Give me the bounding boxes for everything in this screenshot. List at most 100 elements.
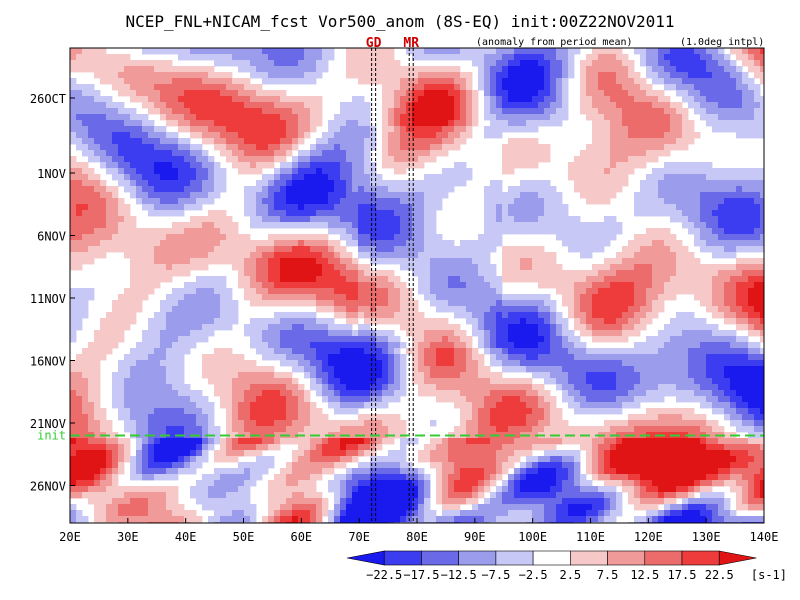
field-cell — [670, 282, 677, 289]
field-cell — [232, 222, 239, 229]
field-cell — [658, 252, 665, 259]
field-cell — [316, 162, 323, 169]
field-cell — [718, 330, 725, 337]
field-cell — [616, 54, 623, 61]
field-cell — [136, 246, 143, 253]
field-cell — [670, 126, 677, 133]
field-cell — [376, 204, 383, 211]
field-cell — [166, 234, 173, 241]
field-cell — [70, 336, 77, 343]
field-cell — [100, 96, 107, 103]
field-cell — [358, 162, 365, 169]
field-cell — [172, 138, 179, 145]
field-cell — [154, 96, 161, 103]
field-cell — [88, 132, 95, 139]
field-cell — [742, 114, 749, 121]
field-cell — [334, 168, 341, 175]
field-cell — [550, 360, 557, 367]
field-cell — [316, 114, 323, 121]
field-cell — [532, 144, 539, 151]
field-cell — [616, 318, 623, 325]
field-cell — [538, 78, 545, 85]
field-cell — [718, 96, 725, 103]
field-cell — [592, 174, 599, 181]
field-cell — [688, 96, 695, 103]
field-cell — [694, 216, 701, 223]
field-cell — [256, 168, 263, 175]
field-cell — [184, 54, 191, 61]
field-cell — [322, 354, 329, 361]
field-cell — [244, 204, 251, 211]
field-cell — [520, 210, 527, 217]
field-cell — [130, 252, 137, 259]
field-cell — [484, 216, 491, 223]
field-cell — [604, 54, 611, 61]
field-cell — [382, 204, 389, 211]
field-cell — [136, 252, 143, 259]
field-cell — [118, 324, 125, 331]
field-cell — [478, 72, 485, 79]
field-cell — [442, 258, 449, 265]
field-cell — [346, 60, 353, 67]
field-cell — [526, 138, 533, 145]
field-cell — [526, 216, 533, 223]
field-cell — [412, 216, 419, 223]
field-cell — [112, 174, 119, 181]
field-cell — [208, 354, 215, 361]
field-cell — [124, 306, 131, 313]
field-cell — [658, 72, 665, 79]
field-cell — [304, 150, 311, 157]
field-cell — [670, 348, 677, 355]
field-cell — [298, 360, 305, 367]
field-cell — [226, 156, 233, 163]
field-cell — [640, 342, 647, 349]
field-cell — [640, 78, 647, 85]
field-cell — [580, 348, 587, 355]
field-cell — [568, 246, 575, 253]
field-cell — [718, 168, 725, 175]
field-cell — [652, 90, 659, 97]
field-cell — [658, 48, 665, 55]
field-cell — [652, 252, 659, 259]
field-cell — [592, 132, 599, 139]
field-cell — [748, 114, 755, 121]
field-cell — [676, 48, 683, 55]
field-cell — [106, 228, 113, 235]
field-cell — [436, 96, 443, 103]
field-cell — [136, 168, 143, 175]
field-cell — [754, 270, 761, 277]
field-cell — [670, 186, 677, 193]
field-cell — [160, 90, 167, 97]
field-cell — [706, 228, 713, 235]
field-cell — [748, 198, 755, 205]
field-cell — [310, 108, 317, 115]
field-cell — [124, 138, 131, 145]
field-cell — [88, 66, 95, 73]
field-cell — [304, 108, 311, 115]
field-cell — [514, 102, 521, 109]
field-cell — [628, 258, 635, 265]
field-cell — [118, 228, 125, 235]
field-cell — [154, 354, 161, 361]
field-cell — [700, 276, 707, 283]
field-cell — [568, 162, 575, 169]
field-cell — [226, 78, 233, 85]
field-cell — [580, 324, 587, 331]
field-cell — [430, 48, 437, 55]
field-cell — [166, 300, 173, 307]
field-cell — [256, 180, 263, 187]
field-cell — [316, 222, 323, 229]
field-cell — [544, 66, 551, 73]
field-cell — [346, 192, 353, 199]
field-cell — [292, 276, 299, 283]
field-cell — [424, 282, 431, 289]
field-cell — [136, 198, 143, 205]
field-cell — [124, 186, 131, 193]
field-cell — [166, 60, 173, 67]
field-cell — [124, 324, 131, 331]
field-cell — [514, 312, 521, 319]
field-cell — [250, 54, 257, 61]
field-cell — [250, 96, 257, 103]
field-cell — [244, 186, 251, 193]
field-cell — [640, 318, 647, 325]
